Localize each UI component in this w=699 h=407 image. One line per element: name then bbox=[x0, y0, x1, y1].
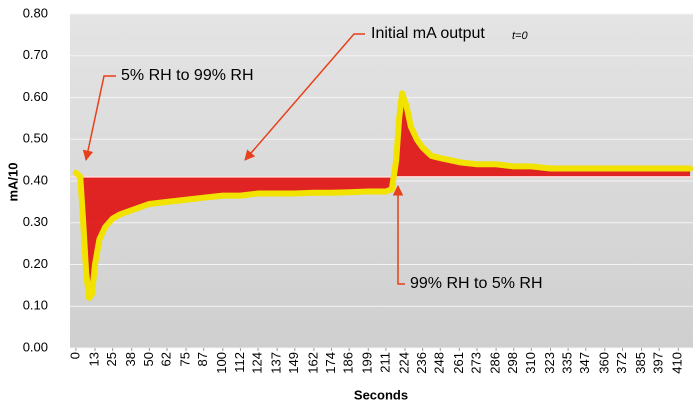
x-tick-label: 124 bbox=[250, 352, 265, 374]
x-tick-label: 273 bbox=[468, 352, 483, 374]
x-tick-label: 62 bbox=[158, 352, 173, 366]
x-tick-label: 186 bbox=[341, 352, 356, 374]
x-tick-label: 100 bbox=[214, 352, 229, 374]
y-tick-label: 0.60 bbox=[23, 89, 48, 104]
arrow bbox=[82, 75, 116, 162]
x-tick-label: 13 bbox=[86, 352, 101, 366]
y-tick-label: 0.10 bbox=[23, 298, 48, 313]
x-tick-label: 347 bbox=[577, 352, 592, 374]
x-tick-label: 0 bbox=[67, 352, 82, 359]
x-tick-label: 199 bbox=[360, 352, 375, 374]
x-tick-label: 335 bbox=[560, 352, 575, 374]
x-axis-label: Seconds bbox=[354, 387, 408, 402]
x-tick-label: 248 bbox=[432, 352, 447, 374]
x-tick-label: 323 bbox=[542, 352, 557, 374]
x-tick-label: 224 bbox=[396, 352, 411, 374]
line bbox=[72, 90, 694, 301]
x-tick-label: 87 bbox=[195, 352, 210, 366]
x-tick-label: 75 bbox=[178, 352, 193, 366]
y-tick-label: 0.30 bbox=[23, 214, 48, 229]
y-tick-label: 0.00 bbox=[23, 339, 48, 354]
y-tick-label: 0.70 bbox=[23, 47, 48, 62]
x-tick-label: 298 bbox=[505, 352, 520, 374]
x-tick-label: 211 bbox=[377, 352, 392, 373]
x-tick-label: 25 bbox=[104, 352, 119, 366]
x-tick-label: 38 bbox=[123, 352, 138, 366]
x-tick-label: 174 bbox=[323, 352, 338, 374]
x-tick-label: 360 bbox=[596, 352, 611, 374]
x-tick-label: 310 bbox=[523, 352, 538, 374]
x-tick-label: 397 bbox=[651, 352, 666, 374]
x-tick-label: 236 bbox=[414, 352, 429, 374]
x-tick-label: 137 bbox=[269, 352, 284, 374]
arrow bbox=[244, 33, 365, 161]
arrow bbox=[392, 184, 405, 285]
y-tick-label: 0.80 bbox=[23, 5, 48, 20]
annotation: 99% RH to 5% RH bbox=[410, 275, 543, 292]
y-tick-label: 0.50 bbox=[23, 131, 48, 146]
x-tick-label: 149 bbox=[286, 352, 301, 374]
annotation: t=0 bbox=[512, 30, 528, 42]
annotation: 5% RH to 99% RH bbox=[121, 67, 254, 84]
x-tick-label: 50 bbox=[141, 352, 156, 366]
y-tick-label: 0.40 bbox=[23, 172, 48, 187]
x-tick-label: 112 bbox=[232, 352, 247, 373]
x-tick-label: 385 bbox=[633, 352, 648, 374]
x-tick-label: 410 bbox=[670, 352, 685, 374]
y-axis-label: mA/10 bbox=[5, 162, 20, 201]
x-tick-label: 162 bbox=[305, 352, 320, 374]
annotation: Initial mA output bbox=[371, 25, 485, 42]
arrows bbox=[82, 33, 405, 285]
y-tick-label: 0.20 bbox=[23, 256, 48, 271]
x-tick-label: 372 bbox=[614, 352, 629, 374]
x-tick-label: 286 bbox=[488, 352, 503, 374]
x-tick-label: 261 bbox=[451, 352, 466, 374]
